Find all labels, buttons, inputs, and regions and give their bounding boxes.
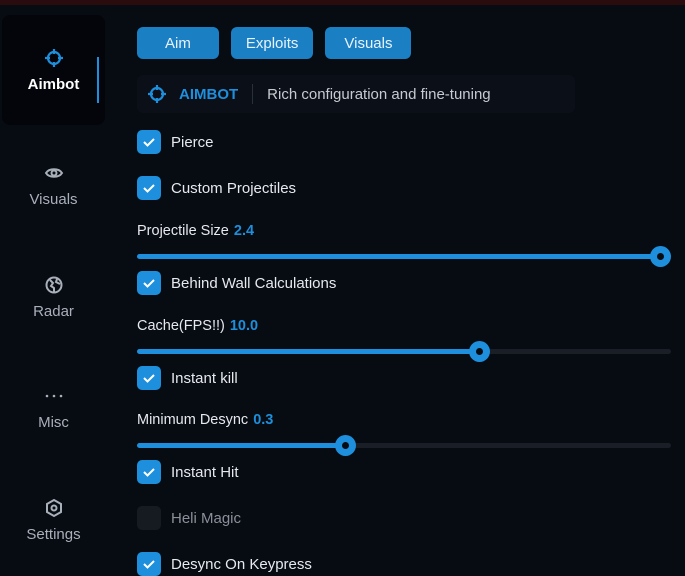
cache-slider[interactable] (137, 341, 671, 362)
section-description: Rich configuration and fine-tuning (267, 85, 491, 103)
checkbox-checked-icon[interactable] (137, 552, 161, 576)
checkbox-checked-icon[interactable] (137, 460, 161, 484)
slider-label: Minimum Desync (137, 412, 249, 428)
tab-bar: Aim Exploits Visuals (137, 27, 412, 59)
sidebar-item-settings[interactable]: Settings (2, 465, 105, 575)
checkbox-checked-icon[interactable] (137, 176, 161, 200)
slider-label: Projectile Size (137, 223, 229, 239)
gear-icon (45, 498, 62, 517)
sidebar-item-label: Misc (38, 413, 69, 431)
behind-wall-checkbox[interactable]: Behind Wall Calculations (137, 271, 336, 295)
checkbox-checked-icon[interactable] (137, 271, 161, 295)
slider-fill (137, 254, 661, 259)
checkbox-label: Behind Wall Calculations (171, 274, 337, 292)
sidebar-item-label: Aimbot (27, 75, 80, 93)
pierce-checkbox[interactable]: Pierce (137, 130, 214, 154)
cache-label: Cache(FPS!!) 10.0 (137, 318, 258, 334)
checkbox-label: Instant kill (171, 369, 238, 387)
tab-exploits[interactable]: Exploits (230, 27, 314, 59)
slider-value: 0.3 (253, 412, 274, 428)
sidebar-item-label: Radar (33, 302, 74, 320)
desync-keypress-checkbox[interactable]: Desync On Keypress (137, 552, 312, 576)
window-top-bar (0, 0, 685, 5)
checkbox-label: Pierce (171, 133, 214, 151)
checkbox-checked-icon[interactable] (137, 366, 161, 390)
projectile-size-label: Projectile Size 2.4 (137, 223, 254, 239)
min-desync-label: Minimum Desync 0.3 (137, 412, 273, 428)
active-indicator (97, 57, 99, 103)
instant-kill-checkbox[interactable]: Instant kill (137, 366, 238, 390)
checkbox-label: Heli Magic (171, 509, 242, 527)
globe-icon (45, 276, 62, 293)
slider-fill (137, 349, 479, 354)
sidebar-item-misc[interactable]: Misc (2, 353, 105, 463)
divider (252, 84, 254, 104)
tab-aim[interactable]: Aim (137, 27, 219, 59)
checkbox-checked-icon[interactable] (137, 130, 161, 154)
eye-icon (44, 167, 63, 178)
slider-label: Cache(FPS!!) (137, 318, 225, 334)
sidebar-item-label: Settings (26, 525, 81, 543)
crosshair-icon (148, 85, 166, 103)
checkbox-label: Custom Projectiles (171, 179, 297, 197)
heli-magic-checkbox[interactable]: Heli Magic (137, 506, 241, 530)
sidebar-item-label: Visuals (29, 190, 78, 208)
section-title: AIMBOT (179, 85, 239, 103)
slider-fill (137, 443, 346, 448)
projectile-size-slider[interactable] (137, 246, 672, 267)
checkbox-label: Desync On Keypress (171, 555, 312, 573)
custom-projectiles-checkbox[interactable]: Custom Projectiles (137, 176, 296, 200)
sidebar-item-visuals[interactable]: Visuals (2, 130, 105, 240)
tab-visuals[interactable]: Visuals (325, 27, 412, 59)
sidebar-item-aimbot[interactable]: Aimbot (2, 15, 105, 125)
sidebar: Aimbot Visuals Radar Misc Settings (0, 5, 108, 575)
slider-value: 2.4 (233, 223, 255, 239)
crosshair-icon (44, 48, 63, 67)
slider-value: 10.0 (229, 318, 259, 334)
checkbox-unchecked-icon[interactable] (137, 506, 161, 530)
slider-thumb[interactable] (335, 435, 357, 456)
section-header: AIMBOT Rich configuration and fine-tunin… (137, 75, 575, 113)
sidebar-item-radar[interactable]: Radar (2, 242, 105, 352)
min-desync-slider[interactable] (137, 435, 671, 456)
slider-thumb[interactable] (650, 246, 672, 267)
instant-hit-checkbox[interactable]: Instant Hit (137, 460, 239, 484)
slider-thumb[interactable] (468, 341, 490, 362)
ellipsis-icon (45, 394, 62, 397)
checkbox-label: Instant Hit (171, 463, 239, 481)
